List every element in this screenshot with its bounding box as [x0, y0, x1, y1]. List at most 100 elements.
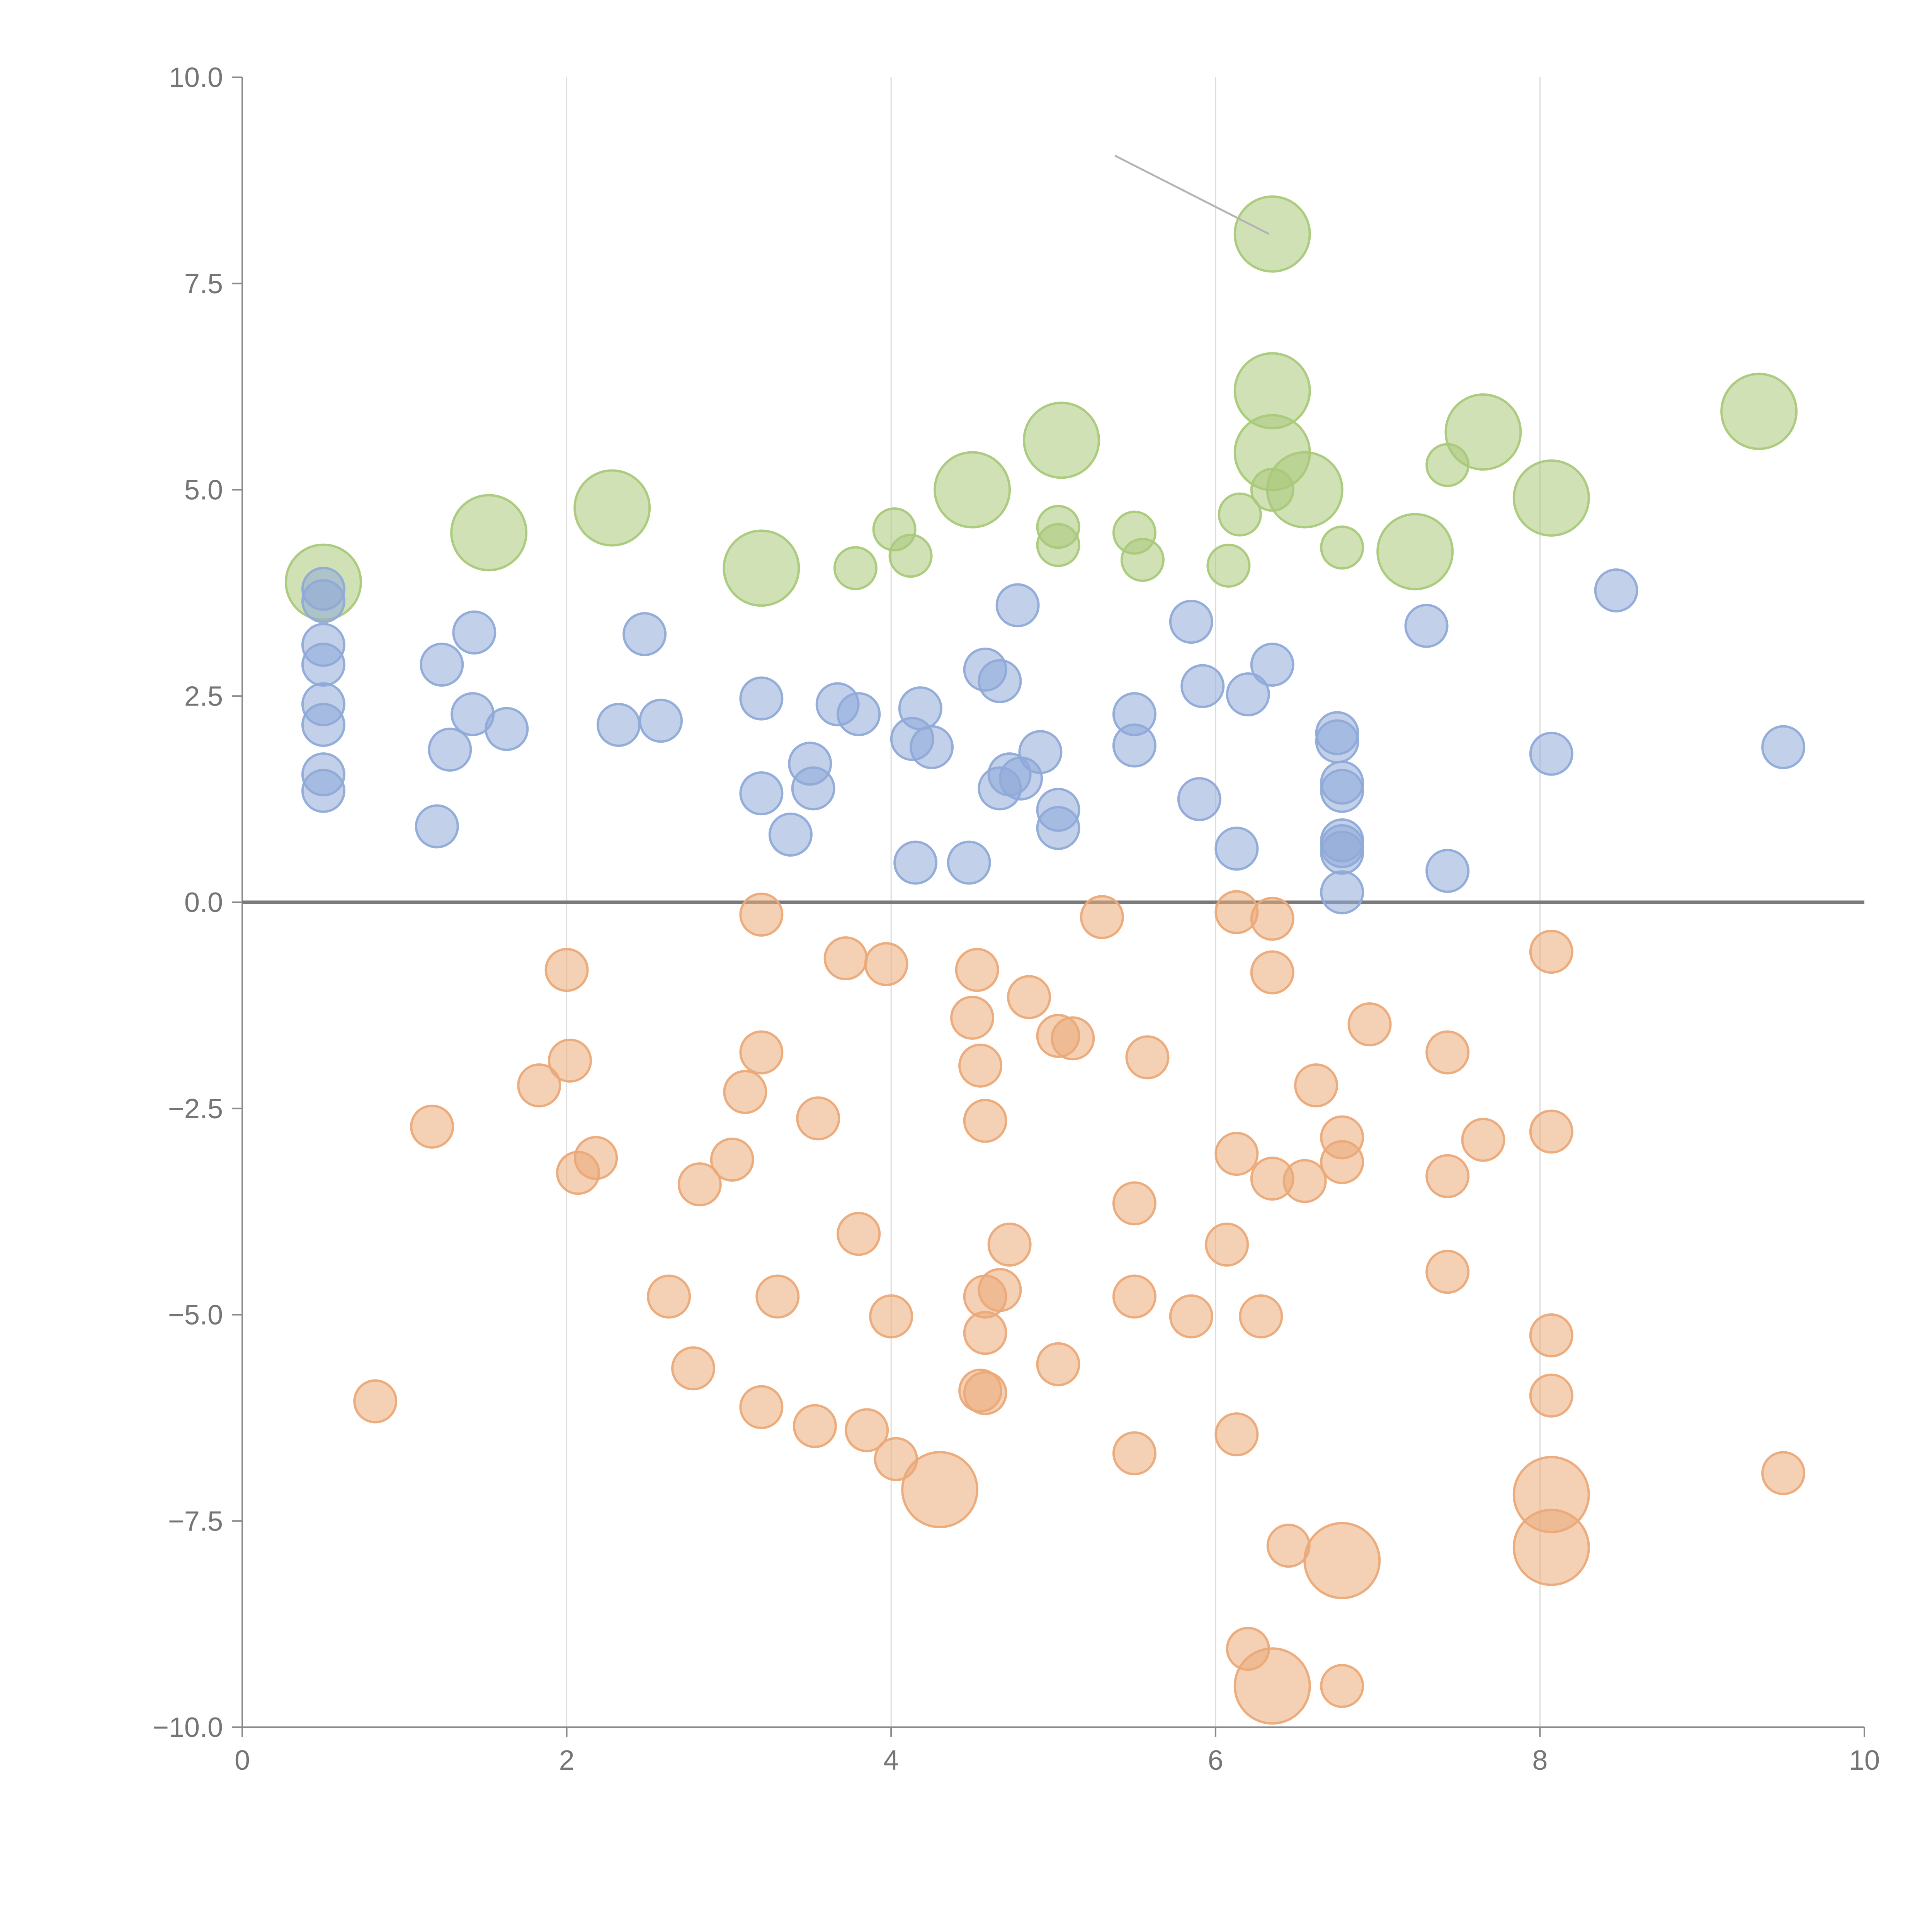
green-point-14	[1425, 443, 1470, 487]
blue-point-55	[1425, 849, 1470, 893]
orange-point-54	[1239, 1294, 1283, 1338]
annotation-leader-line	[1114, 155, 1270, 235]
blue-point-3	[301, 643, 345, 687]
x-tick-label-4: 8	[1532, 1745, 1548, 1776]
orange-point-63	[1320, 1664, 1364, 1708]
green-point-8	[1376, 513, 1454, 590]
orange-point-43	[1080, 895, 1124, 939]
orange-point-36	[963, 1311, 1007, 1355]
orange-point-48	[1169, 1294, 1213, 1338]
blue-point-44	[1226, 672, 1270, 716]
orange-point-56	[1250, 950, 1294, 995]
blue-point-23	[837, 692, 881, 736]
orange-point-67	[1425, 1250, 1470, 1294]
green-point-18	[1320, 525, 1364, 570]
blue-point-49	[1320, 769, 1364, 813]
y-tick-label-8: 10.0	[169, 62, 223, 93]
orange-point-38	[987, 1223, 1032, 1267]
blue-point-14	[596, 702, 641, 747]
green-point-9	[934, 451, 1011, 529]
orange-point-59	[1282, 1159, 1327, 1203]
orange-point-11	[574, 1136, 618, 1180]
blue-point-9	[420, 643, 464, 687]
series-green	[284, 195, 1798, 621]
axis-layer: 0 2 4 6 8 10 −10.0 −7.5 −5.0 −2.5 0.0 2.5 5.0 7.5 10.0	[153, 62, 1880, 1776]
orange-point-20	[755, 1274, 800, 1319]
blue-point-30	[978, 659, 1022, 703]
orange-point-19	[739, 893, 784, 937]
orange-point-53	[1226, 1627, 1270, 1671]
orange-point-8	[544, 948, 589, 992]
orange-point-18	[739, 1385, 784, 1429]
green-point-0	[1233, 195, 1311, 273]
orange-point-50	[1214, 890, 1259, 934]
orange-point-65	[1425, 1030, 1470, 1075]
green-point-5	[1444, 393, 1522, 471]
green-point-11	[573, 469, 651, 547]
x-tick-label-3: 6	[1208, 1745, 1223, 1776]
y-tick-label-3: −2.5	[168, 1094, 223, 1124]
blue-point-18	[739, 771, 784, 816]
blue-point-35	[1018, 730, 1063, 774]
series-blue	[301, 566, 1806, 915]
orange-point-62	[1320, 1140, 1364, 1184]
blue-point-40	[1169, 600, 1213, 644]
orange-point-14	[677, 1162, 722, 1207]
y-tick-label-5: 2.5	[184, 681, 223, 712]
blue-point-1	[301, 579, 345, 623]
x-tick-label-1: 2	[559, 1745, 575, 1776]
blue-point-27	[910, 725, 954, 769]
y-tick-label-4: 0.0	[184, 887, 223, 918]
blue-point-17	[739, 676, 784, 721]
orange-point-17	[739, 1030, 784, 1075]
blue-point-13	[485, 707, 529, 751]
orange-point-16	[723, 1070, 767, 1114]
blue-point-37	[1036, 806, 1080, 850]
orange-point-46	[1112, 1431, 1156, 1476]
orange-point-28	[874, 1437, 918, 1481]
green-point-16	[1218, 492, 1262, 537]
orange-point-13	[671, 1346, 716, 1391]
blue-point-42	[1180, 664, 1225, 708]
blue-point-10	[428, 728, 472, 772]
orange-point-44	[1112, 1181, 1156, 1226]
blue-point-28	[947, 840, 991, 885]
orange-point-64	[1347, 1002, 1392, 1046]
orange-point-71	[1529, 1313, 1573, 1357]
blue-point-58	[1761, 725, 1806, 769]
orange-point-45	[1112, 1274, 1156, 1319]
orange-point-6	[410, 1104, 454, 1149]
y-tick-label-0: −10.0	[153, 1712, 223, 1743]
blue-point-24	[893, 840, 938, 885]
blue-point-47	[1315, 719, 1359, 764]
green-point-20	[1120, 537, 1165, 582]
orange-point-37	[978, 1268, 1022, 1312]
green-point-17	[1206, 543, 1251, 588]
blue-point-16	[639, 699, 683, 743]
orange-point-52	[1214, 1412, 1259, 1457]
green-point-22	[1036, 523, 1080, 567]
blue-point-7	[301, 769, 345, 813]
orange-point-3	[1512, 1509, 1590, 1586]
blue-point-5	[301, 702, 345, 747]
orange-point-34	[963, 1099, 1007, 1143]
green-point-10	[723, 529, 800, 607]
orange-point-1	[1303, 1522, 1381, 1599]
orange-point-26	[864, 942, 908, 986]
orange-point-21	[793, 1404, 837, 1448]
blue-point-54	[1404, 604, 1449, 648]
blue-point-12	[452, 610, 497, 655]
green-point-6	[1720, 372, 1798, 450]
orange-point-9	[548, 1038, 592, 1083]
orange-point-68	[1461, 1117, 1505, 1162]
orange-point-55	[1250, 896, 1294, 941]
x-tick-label-5: 10	[1849, 1745, 1880, 1776]
orange-point-60	[1294, 1063, 1338, 1107]
y-tick-label-6: 5.0	[184, 475, 223, 506]
orange-point-27	[869, 1294, 913, 1338]
blue-point-34	[995, 583, 1040, 628]
orange-point-7	[517, 1063, 561, 1107]
orange-point-24	[837, 1212, 881, 1256]
blue-point-56	[1529, 731, 1573, 776]
orange-point-70	[1529, 1109, 1573, 1154]
